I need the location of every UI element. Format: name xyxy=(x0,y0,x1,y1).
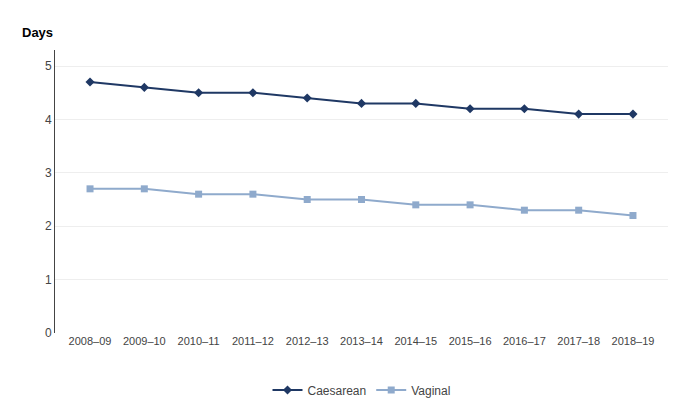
svg-text:2018–19: 2018–19 xyxy=(612,335,655,347)
svg-text:3: 3 xyxy=(45,166,52,180)
svg-text:2015–16: 2015–16 xyxy=(449,335,492,347)
svg-text:2012–13: 2012–13 xyxy=(286,335,329,347)
svg-text:0: 0 xyxy=(45,326,52,340)
svg-text:5: 5 xyxy=(45,59,52,73)
svg-text:Days: Days xyxy=(22,25,53,40)
svg-text:2010–11: 2010–11 xyxy=(178,335,220,347)
svg-text:2: 2 xyxy=(45,219,52,233)
svg-text:1: 1 xyxy=(45,273,52,287)
svg-text:2008–09: 2008–09 xyxy=(69,335,112,347)
svg-text:2016–17: 2016–17 xyxy=(503,335,546,347)
svg-text:2013–14: 2013–14 xyxy=(340,335,383,347)
svg-text:2009–10: 2009–10 xyxy=(123,335,166,347)
svg-text:2014–15: 2014–15 xyxy=(394,335,437,347)
svg-text:Caesarean: Caesarean xyxy=(308,384,367,398)
svg-text:2011–12: 2011–12 xyxy=(232,335,274,347)
svg-text:Vaginal: Vaginal xyxy=(411,384,450,398)
svg-text:2017–18: 2017–18 xyxy=(557,335,600,347)
svg-text:4: 4 xyxy=(45,113,52,127)
